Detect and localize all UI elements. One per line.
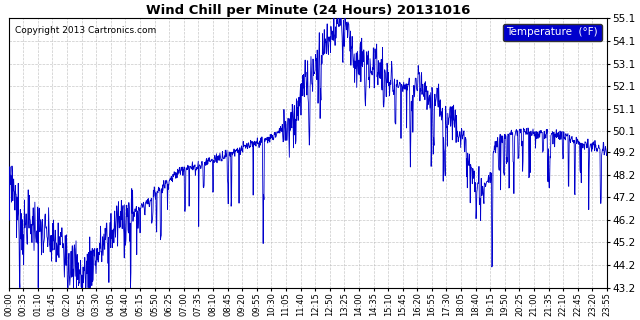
Title: Wind Chill per Minute (24 Hours) 20131016: Wind Chill per Minute (24 Hours) 2013101… <box>146 4 470 17</box>
Legend: Temperature  (°F): Temperature (°F) <box>503 24 602 41</box>
Text: Copyright 2013 Cartronics.com: Copyright 2013 Cartronics.com <box>15 27 156 36</box>
